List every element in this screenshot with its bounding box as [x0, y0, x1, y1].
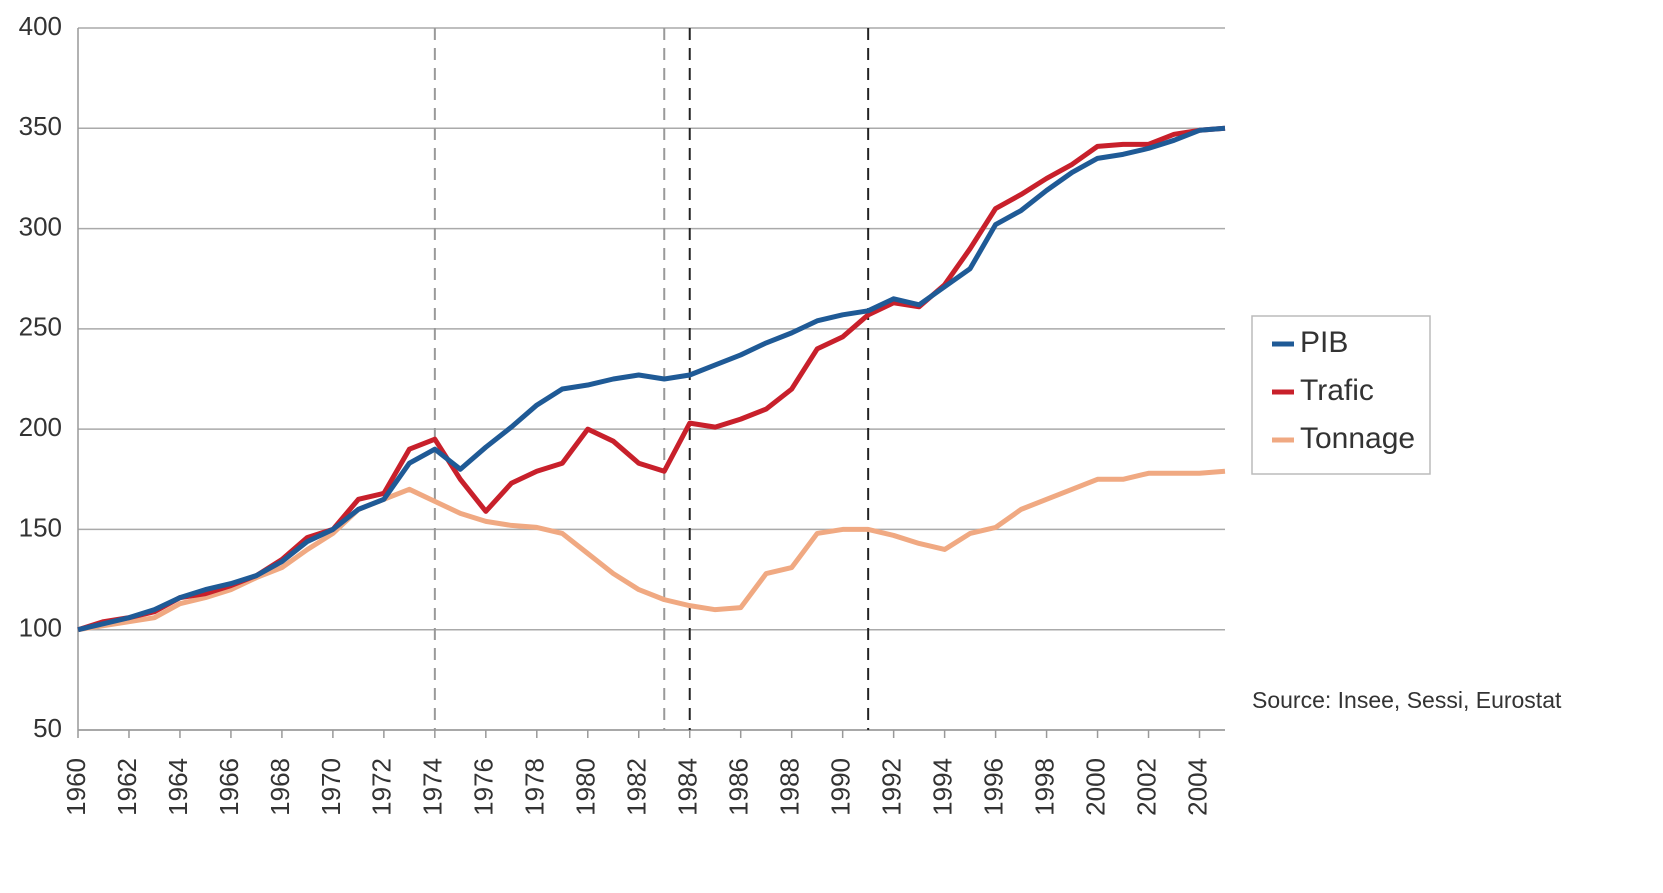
y-tick-label: 50 [33, 713, 62, 743]
x-tick-label: 1962 [112, 758, 142, 816]
x-tick-label: 1978 [520, 758, 550, 816]
x-tick-label: 1974 [418, 758, 448, 816]
x-tick-label: 2000 [1080, 758, 1110, 816]
x-tick-label: 1984 [673, 758, 703, 816]
y-tick-label: 250 [19, 312, 62, 342]
y-tick-label: 150 [19, 512, 62, 542]
series-line [77, 125, 1226, 633]
x-tick-label: 1980 [571, 758, 601, 816]
x-tick-label: 1964 [163, 758, 193, 816]
y-tick-label: 200 [19, 412, 62, 442]
x-tick-label: 1972 [367, 758, 397, 816]
series-line [77, 468, 1226, 633]
legend-label: Trafic [1300, 374, 1374, 407]
x-tick-label: 1968 [265, 758, 295, 816]
y-tick-label: 400 [19, 11, 62, 41]
x-tick-label: 1966 [214, 758, 244, 816]
x-tick-label: 2004 [1182, 758, 1212, 816]
x-tick-label: 1976 [469, 758, 499, 816]
x-tick-label: 2002 [1131, 758, 1161, 816]
y-tick-label: 100 [19, 613, 62, 643]
x-tick-label: 1986 [724, 758, 754, 816]
x-tick-label: 1994 [927, 758, 957, 816]
x-tick-label: 1996 [978, 758, 1008, 816]
x-tick-label: 1970 [316, 758, 346, 816]
legend-label: PIB [1300, 326, 1348, 359]
x-tick-label: 1988 [775, 758, 805, 816]
x-tick-label: 1960 [61, 758, 91, 816]
y-tick-label: 350 [19, 111, 62, 141]
x-tick-label: 1992 [877, 758, 907, 816]
y-tick-label: 300 [19, 211, 62, 241]
x-tick-label: 1998 [1029, 758, 1059, 816]
source-note: Source: Insee, Sessi, Eurostat [1252, 687, 1562, 713]
x-tick-label: 1982 [622, 758, 652, 816]
x-tick-label: 1990 [826, 758, 856, 816]
legend-label: Tonnage [1300, 422, 1415, 455]
